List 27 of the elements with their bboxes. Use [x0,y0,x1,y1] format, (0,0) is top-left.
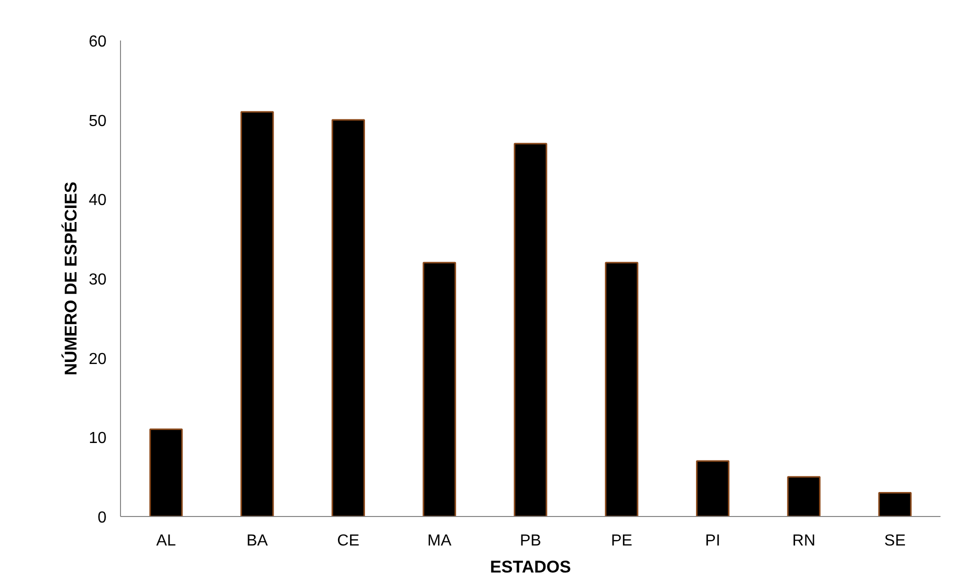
bar [787,476,821,516]
y-tick-label: 0 [98,510,107,526]
bar [422,262,456,516]
bar [878,492,912,516]
x-tick-label: MA [427,532,452,550]
y-tick-label: 10 [88,430,107,448]
bar [696,460,730,516]
y-tick-label: 40 [88,192,107,210]
bar [240,111,274,516]
bar [332,119,365,516]
x-tick-label: PI [705,532,720,550]
y-tick-label: 20 [88,350,107,368]
x-tick-label: PB [520,532,542,550]
y-tick-label: 60 [88,34,107,50]
x-axis-title: ESTADOS [490,558,571,576]
y-axis-title: NÚMERO DE ESPÉCIES [60,182,81,376]
y-tick-label: 30 [88,272,107,288]
x-tick-label: RN [792,532,816,550]
x-tick-label: SE [884,532,906,550]
x-tick-label: PE [610,532,632,550]
y-tick-label: 50 [88,112,107,130]
x-tick-label: BA [246,532,268,550]
bar [149,428,183,516]
x-tick-label: AL [156,532,176,550]
x-tick-label: CE [337,532,360,550]
bar [604,262,638,516]
bar [514,142,548,516]
